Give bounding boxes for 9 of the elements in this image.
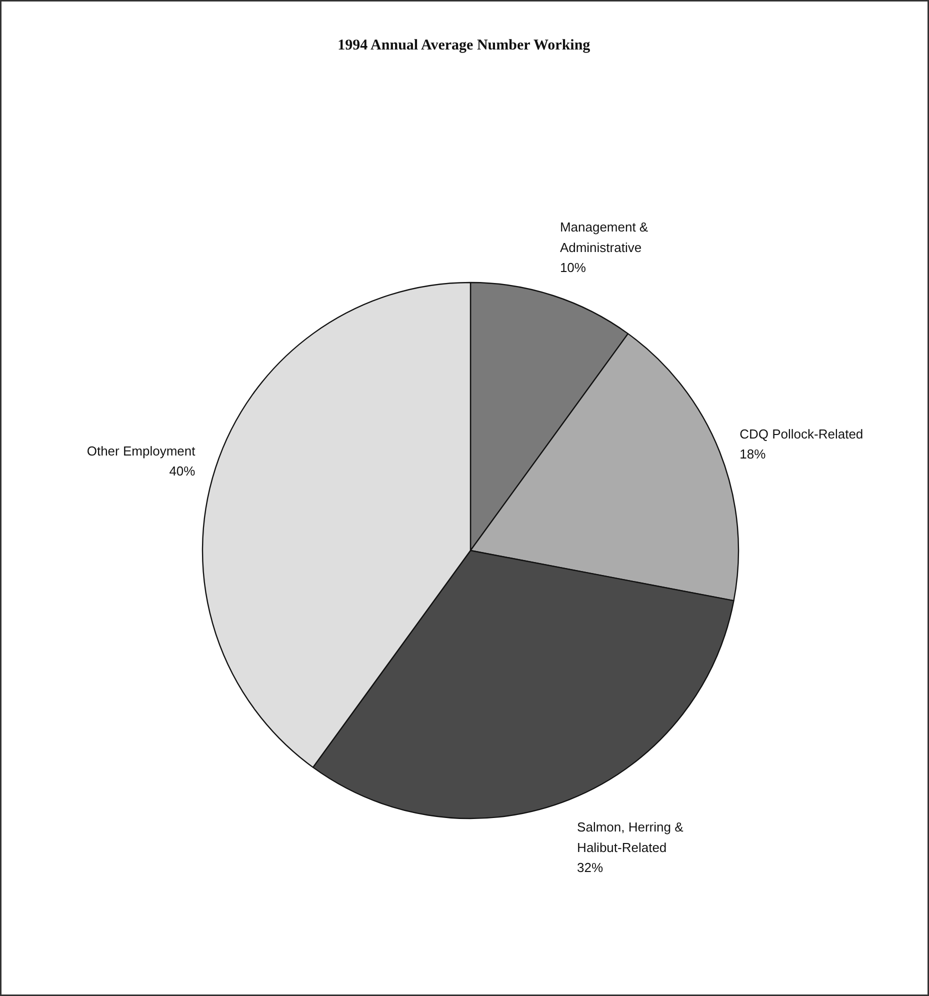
chart-title: 1994 Annual Average Number Working bbox=[338, 38, 591, 54]
slice-label: CDQ Pollock-Related bbox=[740, 426, 864, 442]
slice-label: Other Employment bbox=[86, 443, 196, 458]
slice-label: Salmon, Herring & Halibut-Related bbox=[577, 820, 684, 855]
data-label: 32% bbox=[577, 860, 604, 876]
data-label: 10% bbox=[560, 260, 586, 276]
slice-label: Management & Administrative bbox=[560, 220, 648, 255]
data-label: 40% bbox=[169, 464, 196, 479]
data-label: 18% bbox=[740, 446, 766, 462]
